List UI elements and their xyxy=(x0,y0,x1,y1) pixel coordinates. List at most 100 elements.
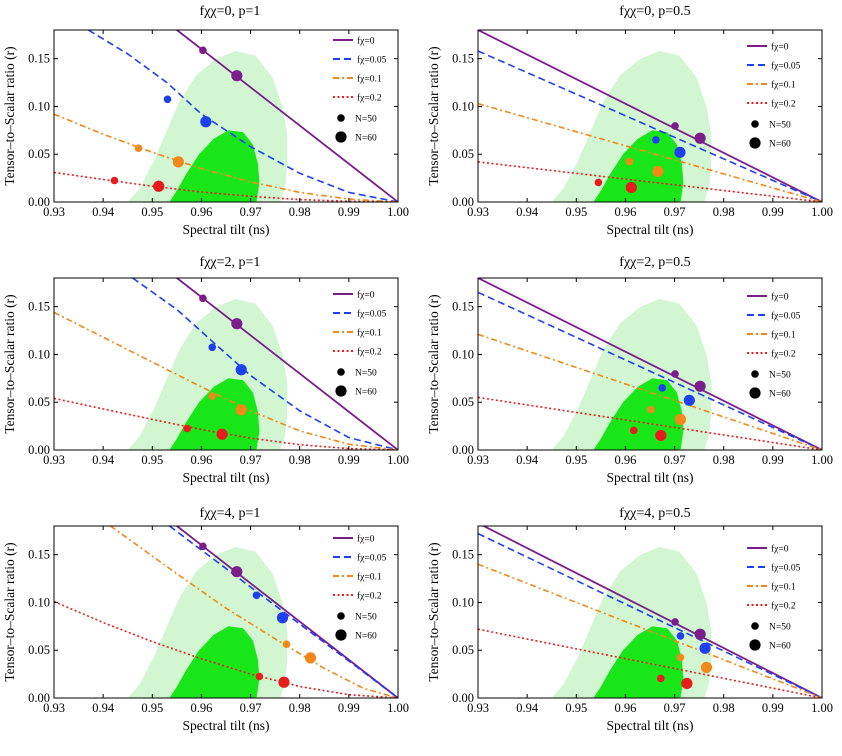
series-line-2 xyxy=(87,30,398,202)
data-point-N60 xyxy=(694,628,706,640)
legend-label: fχ=0.2 xyxy=(771,349,796,360)
x-tick-label: 0.95 xyxy=(565,453,587,467)
x-tick-label: 1.00 xyxy=(811,205,833,219)
data-point-N60 xyxy=(231,566,243,578)
y-axis-label: Tensor–to–Scalar ratio (r) xyxy=(2,294,17,433)
legend-label: fχ=0.05 xyxy=(357,55,387,66)
data-point-N60 xyxy=(276,612,289,624)
series-line-1 xyxy=(176,278,398,450)
y-tick-label: 0.10 xyxy=(28,99,50,113)
series-line-1 xyxy=(176,30,398,202)
data-point-N60 xyxy=(681,677,693,690)
plot-area xyxy=(54,526,398,698)
legend-label: fχ=0 xyxy=(771,42,789,53)
data-point-N50 xyxy=(625,157,634,166)
x-axis-label: Spectral tilt (ns) xyxy=(607,222,694,237)
data-point-N50 xyxy=(676,632,685,640)
legend-label: fχ=0.2 xyxy=(357,93,382,104)
legend-label-N60: N=60 xyxy=(769,140,791,150)
x-tick-label: 0.96 xyxy=(614,701,636,715)
plot-frame xyxy=(53,29,399,203)
data-point-N60 xyxy=(235,364,247,376)
data-point-N60 xyxy=(231,70,243,82)
x-tick-label: 1.00 xyxy=(387,453,409,467)
y-tick-label: 0.00 xyxy=(28,443,50,457)
legend-label-N50: N=50 xyxy=(769,623,791,633)
plot-frame xyxy=(53,525,399,699)
legend-marker-N60 xyxy=(335,629,347,641)
legend-label: fχ=0.1 xyxy=(771,582,796,593)
series-line-3 xyxy=(478,102,822,202)
data-point-N60 xyxy=(304,652,317,664)
legend-label: fχ=0.2 xyxy=(771,99,796,110)
x-tick-label: 1.00 xyxy=(811,701,833,715)
chart-title: fχχ=4, p=0.5 xyxy=(619,506,690,521)
legend-marker-N50 xyxy=(337,368,345,376)
y-tick-label: 0.05 xyxy=(452,147,474,161)
legend-label: fχ=0 xyxy=(357,290,375,301)
y-tick-label: 0.15 xyxy=(28,52,50,66)
legend-label-N60: N=60 xyxy=(769,642,791,652)
x-tick-label: 1.00 xyxy=(387,701,409,715)
legend-label-N50: N=50 xyxy=(355,613,377,623)
x-tick-label: 0.94 xyxy=(516,205,539,219)
series-line-3 xyxy=(54,311,398,450)
y-tick-label: 0.15 xyxy=(452,548,474,562)
data-point-N60 xyxy=(655,429,667,442)
y-tick-label: 0.00 xyxy=(28,691,50,705)
y-tick-label: 0.05 xyxy=(28,395,50,409)
x-axis-label: Spectral tilt (ns) xyxy=(607,718,694,733)
data-point-N60 xyxy=(694,132,706,144)
legend-marker-N60 xyxy=(335,385,347,397)
x-tick-label: 0.93 xyxy=(467,701,489,715)
series-line-4 xyxy=(478,161,822,202)
x-tick-label: 0.95 xyxy=(565,701,587,715)
legend-marker-N60 xyxy=(749,639,761,651)
plot-frame xyxy=(53,277,399,451)
x-tick-label: 0.99 xyxy=(338,205,360,219)
data-point-N60 xyxy=(674,413,687,426)
chart-panel-4: 0.93 0.94 0.95 0.96 0.97 0.98 0.99 1.00 0.00 0.05… xyxy=(426,255,833,485)
series-line-1 xyxy=(176,526,398,698)
legend-label: fχ=0.1 xyxy=(357,74,382,85)
data-point-N50 xyxy=(208,392,217,401)
chart-title: fχχ=2, p=0.5 xyxy=(619,255,690,270)
x-tick-label: 0.93 xyxy=(467,453,489,467)
series-line-1 xyxy=(478,278,822,450)
legend-marker-N50 xyxy=(337,114,345,122)
legend-label: fχ=0 xyxy=(771,544,789,555)
x-tick-label: 0.97 xyxy=(664,701,686,715)
series-line-2 xyxy=(478,532,822,698)
x-tick-label: 0.96 xyxy=(190,453,212,467)
chart-panel-2: 0.93 0.94 0.95 0.96 0.97 0.98 0.99 1.00 0.00 0.05… xyxy=(426,4,833,237)
data-point-N50 xyxy=(652,136,660,144)
x-tick-label: 0.95 xyxy=(565,205,587,219)
data-point-N60 xyxy=(172,156,184,168)
data-point-N60 xyxy=(683,394,695,406)
x-tick-label: 0.95 xyxy=(141,453,163,467)
chart-title: fχχ=0, p=0.5 xyxy=(619,4,690,19)
data-point-N50 xyxy=(163,95,172,104)
legend-label: fχ=0.2 xyxy=(357,347,382,358)
y-tick-label: 0.00 xyxy=(452,195,474,209)
series-line-3 xyxy=(110,526,398,698)
legend-label: fχ=0.05 xyxy=(357,309,387,320)
legend-marker-N50 xyxy=(751,622,759,630)
data-point-N50 xyxy=(199,294,207,303)
legend-label-N50: N=50 xyxy=(355,115,377,125)
data-point-N50 xyxy=(676,653,685,662)
series-line-4 xyxy=(54,600,398,698)
data-point-N60 xyxy=(674,146,686,158)
series-line-1 xyxy=(478,30,822,202)
data-point-N50 xyxy=(647,405,655,414)
legend-label: fχ=0.1 xyxy=(357,328,382,339)
y-tick-label: 0.05 xyxy=(28,643,50,657)
plot-area xyxy=(478,526,822,698)
y-tick-label: 0.00 xyxy=(452,691,474,705)
data-point-N50 xyxy=(671,122,679,130)
data-point-N60 xyxy=(694,380,706,392)
data-point-N50 xyxy=(199,46,207,55)
y-tick-label: 0.10 xyxy=(28,347,50,361)
x-tick-label: 0.99 xyxy=(762,205,784,219)
